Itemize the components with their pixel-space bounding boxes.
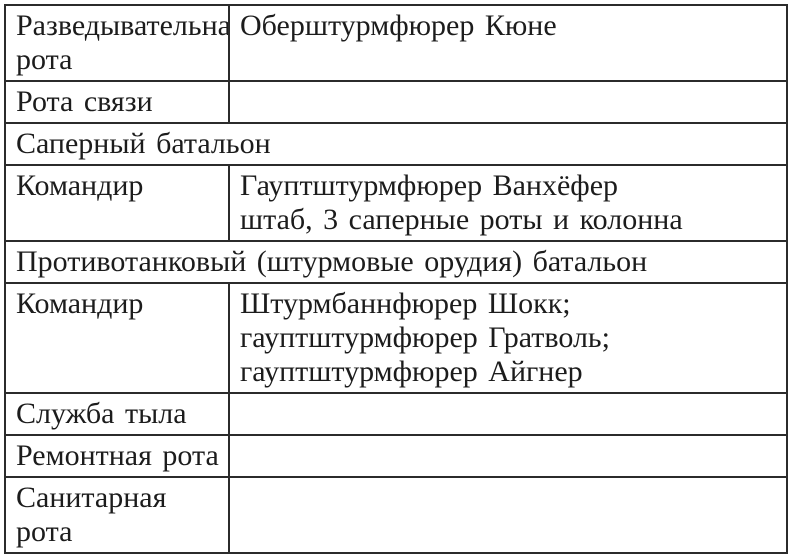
commander-cell-empty [228, 80, 788, 124]
commander-name: Гауптштурмфюрер Ванхёфер [240, 169, 619, 202]
section-header-label: Саперный батальон [16, 127, 271, 160]
commander-name: гауптштурмфюрер Айгнер [240, 355, 583, 388]
unit-label: Разведывательная рота [16, 9, 229, 76]
unit-cell: Командир [4, 282, 230, 394]
commander-detail: штаб, 3 саперные роты и колонна [240, 203, 683, 236]
unit-label: Служба тыла [16, 397, 187, 430]
commander-cell: Штурмбаннфюрер Шокк; гауптштурмфюрер Гра… [228, 282, 788, 394]
table-row: Ремонтная рота [4, 434, 788, 478]
commander-name: Оберштурмфюрер Кюне [240, 9, 557, 42]
table-row: Рота связи [4, 80, 788, 124]
unit-cell: Ремонтная рота [4, 434, 230, 478]
unit-label: Командир [16, 169, 144, 202]
commander-cell-empty [228, 434, 788, 478]
unit-label: Санитарная рота [16, 481, 167, 548]
unit-label: Рота связи [16, 85, 153, 118]
table-row: Командир Гауптштурмфюрер Ванхёфер штаб, … [4, 164, 788, 242]
table-row: Саперный батальон [4, 122, 788, 166]
section-header-label: Противотанковый (штурмовые орудия) батал… [16, 245, 648, 278]
table-row: Разведывательная рота Оберштурмфюрер Кюн… [4, 4, 788, 82]
commander-cell-empty [228, 392, 788, 436]
commander-cell: Оберштурмфюрер Кюне [228, 4, 788, 82]
unit-cell: Рота связи [4, 80, 230, 124]
section-header-cell: Противотанковый (штурмовые орудия) батал… [4, 240, 788, 284]
unit-cell: Командир [4, 164, 230, 242]
unit-label: Командир [16, 287, 144, 320]
unit-cell: Санитарная рота [4, 476, 230, 554]
table-row: Противотанковый (штурмовые орудия) батал… [4, 240, 788, 284]
division-structure-table: Разведывательная рота Оберштурмфюрер Кюн… [4, 4, 788, 554]
table-row: Санитарная рота [4, 476, 788, 554]
unit-cell: Служба тыла [4, 392, 230, 436]
commander-cell: Гауптштурмфюрер Ванхёфер штаб, 3 саперны… [228, 164, 788, 242]
unit-label: Ремонтная рота [16, 439, 219, 472]
commander-name: Штурмбаннфюрер Шокк; [240, 287, 571, 320]
unit-cell: Разведывательная рота [4, 4, 230, 82]
commander-cell-empty [228, 476, 788, 554]
table-row: Служба тыла [4, 392, 788, 436]
table-row: Командир Штурмбаннфюрер Шокк; гауптштурм… [4, 282, 788, 394]
section-header-cell: Саперный батальон [4, 122, 788, 166]
commander-name: гауптштурмфюрер Гратволь; [240, 321, 610, 354]
